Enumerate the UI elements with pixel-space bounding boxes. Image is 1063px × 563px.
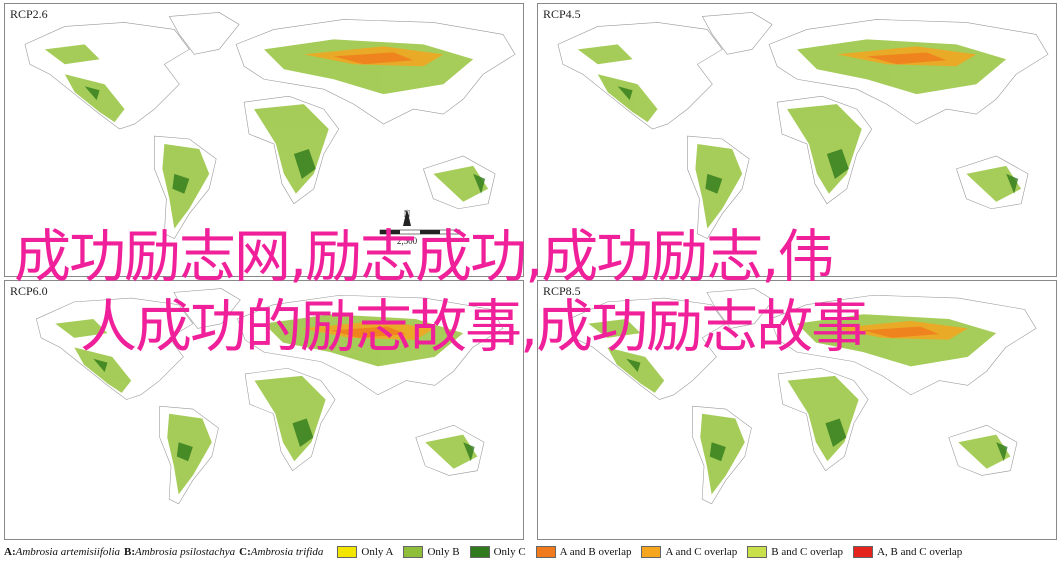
map-panel: RCP8.5	[537, 280, 1057, 540]
legend-swatch	[403, 546, 424, 558]
map-panel: RCP4.5	[537, 3, 1057, 277]
panel-title: RCP4.5	[543, 7, 581, 21]
legend-label: B and C overlap	[771, 546, 844, 558]
legend-swatch	[337, 546, 358, 558]
legend-swatch	[641, 546, 662, 558]
overlay-line: 成功励志网,励志成功,成功励志,伟	[14, 224, 834, 290]
panel-title: RCP8.5	[543, 284, 581, 298]
species-key: A:	[4, 546, 16, 558]
legend-swatch	[469, 546, 490, 558]
legend-label: Only C	[493, 546, 526, 558]
overlay-title: 成功励志网,励志成功,成功励志,伟 人成功的励志故事,成功励志故事	[14, 222, 964, 362]
species-entry: B:Ambrosia psilostachya	[124, 546, 235, 558]
species-entry: C:Ambrosia trifida	[239, 546, 323, 558]
scale-bar: N 2,500	[379, 209, 461, 246]
map-panel: RCP6.0	[4, 280, 524, 540]
species-key: B:	[124, 546, 136, 558]
north-arrow	[403, 209, 411, 226]
species-key: C:	[239, 546, 251, 558]
north-label: N	[404, 209, 411, 219]
panel-title: RCP6.0	[10, 284, 48, 298]
legend-label: A, B and C overlap	[877, 546, 963, 558]
panel-title: RCP2.6	[10, 7, 48, 21]
legend: A:Ambrosia artemisiifolia B:Ambrosia psil…	[4, 543, 962, 561]
overlay-line: 人成功的励志故事,成功励志故事	[80, 294, 868, 360]
legend-label: A and C overlap	[665, 546, 738, 558]
species-name: Ambrosia trifida	[250, 546, 324, 558]
species-name: Ambrosia artemisiifolia	[15, 546, 121, 558]
map: N 2,500	[24, 11, 516, 246]
legend-swatch	[853, 546, 874, 558]
legend-swatch	[747, 546, 768, 558]
legend-label: Only B	[427, 546, 460, 558]
scale-label: 2,500	[397, 236, 418, 246]
map-panel: N 2,500 RCP2.6	[4, 3, 524, 277]
legend-label: A and B overlap	[559, 546, 632, 558]
legend-swatch	[535, 546, 556, 558]
species-entry: A:Ambrosia artemisiifolia	[4, 546, 120, 558]
species-name: Ambrosia psilostachya	[135, 546, 236, 558]
legend-label: Only A	[361, 546, 394, 558]
